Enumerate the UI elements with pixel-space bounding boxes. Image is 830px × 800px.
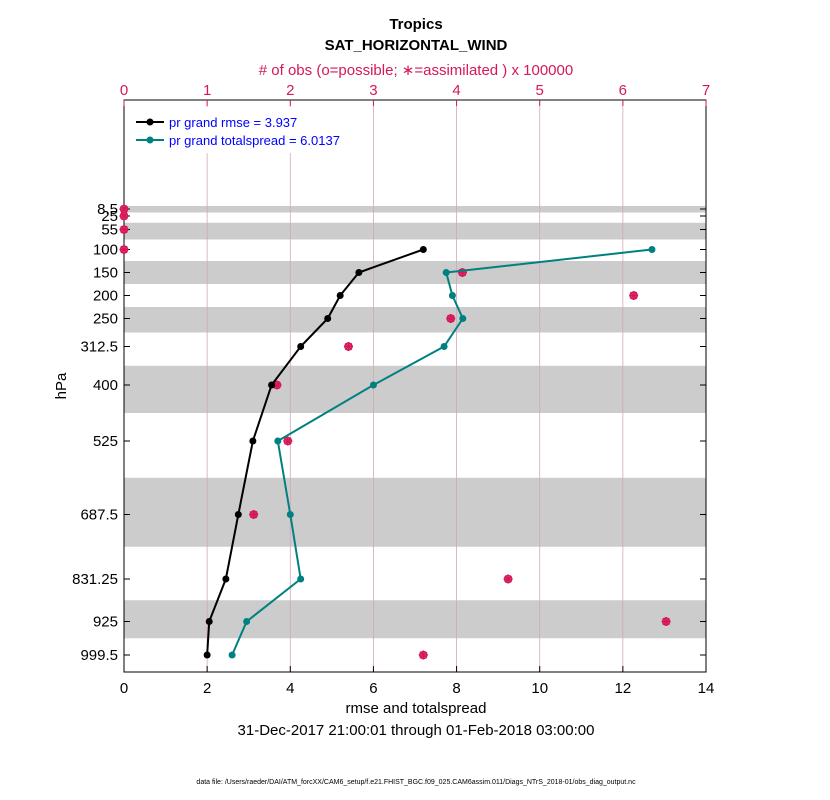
obs-assimilated-marker: [662, 617, 670, 626]
y-tick-label: 8.5: [97, 201, 118, 218]
x-tick-label: 2: [203, 680, 211, 697]
level-band: [124, 307, 706, 333]
totalspread-point: [243, 618, 251, 625]
top-tick-label: 3: [369, 82, 377, 99]
y-axis-label: hPa: [53, 372, 70, 399]
obs-assimilated-marker: [249, 510, 258, 519]
rmse-point: [324, 315, 332, 322]
totalspread-point: [297, 575, 305, 583]
legend-spread-label: pr grand totalspread = 6.0137: [169, 133, 340, 148]
legend-spread-marker: [146, 136, 154, 144]
totalspread-point: [440, 343, 448, 350]
rmse-point: [234, 511, 242, 518]
top-tick-label: 1: [203, 82, 211, 99]
y-tick-label: 400: [93, 377, 118, 394]
top-axis-label: # of obs (o=possible; ∗=assimilated ) x …: [259, 62, 573, 79]
totalspread-point: [274, 437, 282, 445]
y-tick-label: 25: [101, 208, 118, 225]
y-tick-label: 250: [93, 311, 118, 328]
obs-assimilated-marker: [504, 575, 512, 583]
x-tick-label: 0: [120, 680, 128, 697]
totalspread-point: [442, 269, 450, 276]
date-range: 31-Dec-2017 21:00:01 through 01-Feb-2018…: [238, 722, 595, 739]
x-axis-ticks: 0 2 4 6 8 10 12 14: [120, 666, 715, 697]
top-tick-label: 5: [536, 82, 544, 99]
legend-box: [130, 107, 370, 153]
top-tick-label: 6: [619, 82, 627, 99]
chart-title: Tropics: [389, 16, 442, 33]
rmse-point: [205, 618, 213, 625]
rmse-point: [336, 292, 344, 299]
totalspread-point: [228, 651, 236, 659]
plot-area-frame: [123, 99, 707, 673]
obs-assimilated-marker: [284, 437, 292, 445]
top-tick-label: 4: [452, 82, 460, 99]
rmse-point: [249, 437, 257, 445]
level-band: [124, 477, 706, 547]
level-band: [124, 600, 706, 639]
y-tick-label: 687.5: [80, 507, 118, 524]
rmse-point: [203, 651, 211, 659]
level-band: [124, 365, 706, 413]
level-band: [124, 261, 706, 284]
rmse-point: [268, 381, 276, 389]
obs-markers: [119, 204, 671, 660]
x-tick-label: 8: [452, 680, 460, 697]
legend: pr grand rmse = 3.937 pr grand totalspre…: [130, 107, 370, 153]
obs-assimilated-marker: [273, 381, 281, 389]
y-tick-label: 312.5: [80, 339, 118, 356]
obs-assimilated-marker: [344, 342, 353, 351]
series-lines: [203, 246, 656, 659]
x-tick-label: 6: [369, 680, 377, 697]
obs-assimilated-marker: [120, 245, 128, 254]
level-band: [124, 222, 706, 240]
totalspread-point: [286, 511, 294, 518]
x-tick-label: 14: [698, 680, 715, 697]
rmse-point: [297, 343, 305, 350]
obs-assimilated-marker: [120, 205, 128, 213]
obs-assimilated-marker: [120, 225, 128, 234]
level-bands: [124, 206, 706, 639]
top-tick-label: 7: [702, 82, 710, 99]
y-tick-label: 999.5: [80, 647, 118, 664]
legend-rmse-label: pr grand rmse = 3.937: [169, 115, 297, 130]
y-tick-label: 100: [93, 242, 118, 259]
rmse-point: [355, 269, 363, 276]
obs-assimilated-marker: [447, 314, 455, 323]
y-tick-label: 150: [93, 265, 118, 282]
rmse-point: [222, 575, 230, 583]
obs-assimilated-marker: [629, 291, 638, 300]
y-tick-label: 831.25: [72, 571, 118, 588]
x-tick-label: 12: [615, 680, 632, 697]
obs-assimilated-marker: [419, 651, 428, 659]
x-tick-label: 10: [531, 680, 548, 697]
totalspread-point: [369, 381, 377, 389]
legend-rmse-marker: [146, 118, 154, 126]
totalspread-point: [448, 292, 456, 299]
obs-assimilated-marker: [120, 212, 128, 220]
top-tick-label: 2: [286, 82, 294, 99]
rmse-point: [419, 246, 427, 253]
top-tick-label: 0: [120, 82, 128, 99]
x-axis-label: rmse and totalspread: [346, 700, 487, 717]
y-tick-label: 55: [101, 222, 118, 239]
x-tick-label: 4: [286, 680, 294, 697]
level-band: [124, 206, 706, 213]
top-axis-ticks: 0 1 2 3 4 5 6 7: [120, 82, 710, 106]
y-tick-label: 525: [93, 433, 118, 450]
y-tick-label: 200: [93, 288, 118, 305]
chart-subtitle: SAT_HORIZONTAL_WIND: [325, 37, 508, 54]
y-tick-label: 925: [93, 614, 118, 631]
data-file-footer: data file: /Users/raeder/DAI/ATM_forcXX/…: [196, 779, 636, 786]
totalspread-point: [459, 315, 467, 322]
totalspread-point: [648, 246, 656, 253]
